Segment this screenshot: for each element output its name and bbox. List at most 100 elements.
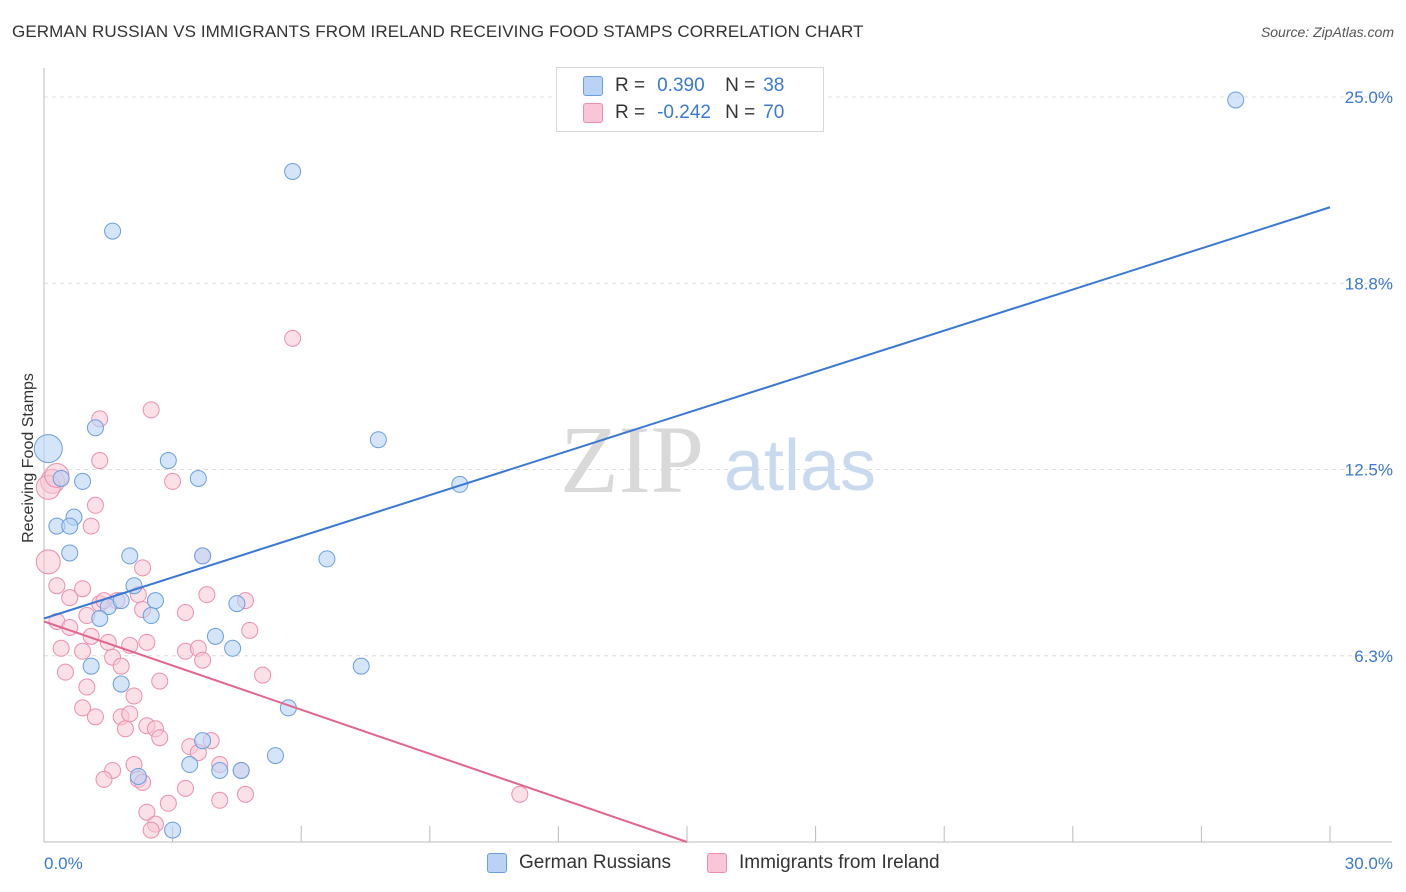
watermark-zip: ZIP	[560, 406, 704, 513]
data-point	[369, 431, 387, 449]
data-point	[194, 651, 212, 669]
data-point	[159, 794, 177, 812]
data-point	[52, 469, 70, 487]
data-point	[284, 329, 302, 347]
data-point	[151, 672, 169, 690]
data-point	[138, 633, 156, 651]
n-value: 38	[763, 75, 785, 96]
data-point	[61, 517, 79, 535]
data-point	[74, 472, 92, 490]
data-point	[164, 472, 182, 490]
data-point	[74, 580, 92, 598]
data-point	[142, 401, 160, 419]
chart-title: GERMAN RUSSIAN VS IMMIGRANTS FROM IRELAN…	[12, 22, 864, 41]
y-tick-label: 6.3%	[1354, 647, 1393, 666]
data-point	[86, 708, 104, 726]
data-point	[112, 675, 130, 693]
data-point	[266, 747, 284, 765]
blue-swatch	[487, 853, 507, 873]
series-german-russians	[33, 91, 1245, 839]
data-point	[48, 577, 66, 595]
data-point	[146, 592, 164, 610]
legend-item-immigrants-from-ireland[interactable]: Immigrants from Ireland	[707, 852, 940, 874]
r-label: R =	[615, 102, 646, 123]
data-point	[151, 729, 169, 747]
correlation-legend: R = 0.390 N = 38 R = -0.242 N = 70	[556, 67, 824, 132]
y-axis-label: Receiving Food Stamps	[20, 373, 37, 543]
data-point	[82, 517, 100, 535]
data-point	[78, 678, 96, 696]
data-point	[82, 657, 100, 675]
n-label: N =	[725, 102, 756, 123]
data-point	[112, 592, 130, 610]
data-point	[164, 821, 182, 839]
data-point	[142, 821, 160, 839]
tick-labels: 6.3% 12.5% 18.8% 25.0% 0.0% 30.0%	[44, 88, 1393, 873]
watermark: ZIP atlas	[560, 406, 876, 513]
data-point	[176, 604, 194, 622]
data-point	[61, 589, 79, 607]
data-point	[121, 547, 139, 565]
data-point	[198, 586, 216, 604]
data-point	[181, 756, 199, 774]
data-point	[95, 770, 113, 788]
data-point	[284, 163, 302, 180]
data-point	[61, 544, 79, 562]
series-legend: German Russians Immigrants from Ireland	[0, 852, 1406, 878]
y-tick-label: 18.8%	[1345, 274, 1393, 293]
data-point	[206, 627, 224, 645]
data-point	[134, 559, 152, 577]
data-point	[451, 475, 469, 493]
trend-line-immigrants-from-ireland	[43, 620, 688, 843]
data-point	[318, 550, 336, 568]
data-point	[125, 687, 143, 705]
data-point	[86, 496, 104, 514]
y-tick-label: 12.5%	[1345, 461, 1393, 480]
data-point	[142, 607, 160, 625]
x-tick-label: 0.0%	[44, 854, 83, 873]
data-point	[33, 434, 63, 464]
data-point	[86, 419, 104, 437]
n-value: 70	[763, 102, 785, 123]
legend-row-german-russians: R = 0.390 N = 38	[583, 73, 784, 99]
data-point	[91, 452, 109, 470]
watermark-atlas: atlas	[724, 426, 876, 506]
legend-item-german-russians[interactable]: German Russians	[487, 852, 671, 874]
data-point	[121, 705, 139, 723]
data-point	[104, 222, 122, 240]
data-point	[112, 657, 130, 675]
trend-lines	[43, 206, 1331, 843]
trend-line-german-russians	[43, 206, 1331, 620]
data-point	[129, 767, 147, 785]
data-point	[74, 699, 92, 717]
data-point	[1227, 91, 1245, 109]
data-point	[56, 663, 74, 681]
data-point	[211, 761, 229, 779]
data-point	[91, 610, 109, 627]
data-point	[232, 761, 250, 779]
r-value: 0.390	[657, 75, 705, 96]
axes	[43, 68, 1392, 843]
data-point	[511, 785, 529, 803]
data-point	[35, 549, 61, 575]
legend-label: German Russians	[519, 852, 672, 873]
grid-lines	[44, 96, 1392, 657]
data-point	[82, 627, 100, 645]
blue-swatch	[583, 76, 603, 96]
data-point	[159, 452, 177, 470]
y-tick-label: 25.0%	[1345, 88, 1393, 107]
data-point	[189, 469, 207, 487]
data-point	[211, 791, 229, 809]
pink-swatch	[707, 853, 727, 873]
data-point	[254, 666, 272, 684]
data-point	[125, 577, 143, 595]
data-point	[352, 657, 370, 675]
x-tick-label: 30.0%	[1345, 854, 1393, 873]
data-point	[176, 779, 194, 797]
legend-row-immigrants-from-ireland: R = -0.242 N = 70	[583, 100, 784, 126]
data-point	[74, 642, 92, 660]
legend-label: Immigrants from Ireland	[739, 852, 940, 873]
data-point	[236, 785, 254, 803]
n-label: N =	[725, 75, 756, 96]
data-point	[241, 621, 259, 639]
